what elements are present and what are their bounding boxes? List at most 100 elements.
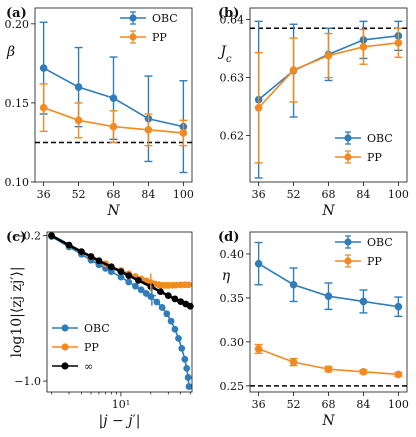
data-point	[359, 43, 368, 51]
data-point	[186, 302, 194, 310]
x-tick-label: 36	[252, 188, 266, 201]
data-point	[254, 259, 263, 268]
legend: OBC PP ∞	[52, 322, 110, 373]
plot-frame	[46, 231, 193, 393]
data-point	[359, 367, 368, 376]
data-point	[175, 334, 182, 342]
x-axis-label: N	[106, 203, 120, 219]
legend-marker	[61, 362, 69, 370]
plot-frame	[249, 7, 408, 183]
legend-label: PP	[84, 341, 99, 354]
data-point	[184, 374, 192, 381]
y-axis-label: log10|⟨zj zj′⟩|	[9, 266, 25, 357]
data-point	[39, 103, 48, 112]
legend: OBC PP	[335, 235, 393, 268]
y-axis-label: η	[222, 268, 231, 284]
data-point	[147, 293, 155, 300]
data-point	[117, 273, 125, 281]
panel-0: (a) 0.10 0.15 0.20 36 52 68 84 100 Nβ OBC PP	[5, 6, 194, 219]
legend-label: PP	[367, 255, 382, 268]
data-point	[95, 257, 103, 265]
data-point	[394, 370, 403, 379]
y-tick-label: 0.20	[5, 18, 30, 31]
data-point	[183, 364, 191, 372]
x-tick-label: 84	[141, 188, 155, 201]
y-tick-label: 0.30	[220, 336, 245, 349]
data-point	[163, 310, 171, 318]
y-tick-label: 0.63	[220, 72, 245, 85]
data-point	[137, 286, 145, 294]
x-tick-label: 36	[37, 188, 51, 201]
data-point	[254, 345, 263, 353]
y-tick-label: 0.10	[5, 176, 30, 189]
data-point	[171, 325, 179, 333]
panel-label: (c)	[6, 230, 26, 245]
panel-3: (d) 0.25 0.30 0.35 0.40 36 52 68 84 100 Nη OBC PP	[218, 230, 409, 429]
x-tick-label: 100	[388, 398, 409, 411]
data-point	[125, 272, 133, 280]
data-point	[157, 288, 164, 296]
data-point	[74, 83, 83, 91]
y-tick-label: −0.2	[14, 230, 41, 243]
legend-label: OBC	[367, 132, 393, 145]
panel-2: (c)−0.2 −1.0 10¹ |j − j′| log10|⟨zj zj′⟩| OBC…	[6, 230, 194, 429]
legend-label: OBC	[367, 236, 393, 249]
panel-label: (a)	[6, 6, 27, 21]
data-point	[39, 64, 48, 72]
data-point	[135, 276, 142, 284]
data-point	[359, 297, 368, 306]
legend-marker	[61, 343, 69, 351]
plot-frame	[249, 231, 408, 393]
data-point	[107, 268, 115, 276]
data-point	[179, 129, 188, 137]
data-point	[324, 365, 333, 373]
x-tick-label: 84	[356, 188, 370, 201]
data-point	[171, 295, 179, 303]
legend: OBC PP	[335, 131, 393, 164]
x-tick-label: 100	[173, 188, 194, 201]
data-point	[87, 253, 95, 260]
x-tick-label: 68	[322, 398, 336, 411]
legend-marker	[61, 324, 69, 332]
x-tick-label: 52	[287, 188, 301, 201]
data-point	[181, 355, 189, 363]
legend-label: PP	[152, 31, 167, 44]
data-point	[289, 358, 298, 366]
data-point	[254, 103, 263, 112]
data-point	[109, 122, 118, 131]
data-point	[109, 94, 118, 102]
data-point	[107, 263, 115, 271]
data-point	[178, 344, 186, 352]
y-tick-label: 0.40	[220, 248, 245, 261]
data-point	[153, 298, 161, 306]
data-point	[324, 51, 333, 60]
data-point	[177, 298, 185, 306]
x-axis-label: |j − j′|	[99, 413, 141, 429]
data-point	[48, 232, 55, 240]
data-point	[289, 66, 298, 74]
data-point	[394, 302, 403, 311]
legend: OBC PP	[120, 11, 178, 44]
data-point	[185, 383, 193, 390]
panel-label: (b)	[218, 6, 239, 21]
data-point	[185, 281, 192, 289]
x-tick-label: 52	[72, 188, 86, 201]
data-point	[158, 304, 166, 311]
x-tick-label: 36	[252, 398, 266, 411]
plot-frame	[34, 7, 193, 183]
data-point	[144, 126, 153, 134]
legend-label: PP	[367, 151, 382, 164]
x-axis-label: N	[321, 413, 335, 429]
y-axis-label: Jc	[217, 44, 232, 65]
data-point	[78, 248, 85, 256]
data-point	[164, 292, 172, 300]
data-point	[167, 317, 175, 325]
x-tick-label: 52	[287, 398, 301, 411]
legend-label: ∞	[84, 360, 93, 373]
data-point	[132, 282, 139, 290]
data-point	[65, 241, 73, 249]
panel-label: (d)	[218, 230, 239, 245]
data-point	[125, 278, 133, 286]
y-tick-label: 0.25	[220, 380, 245, 393]
